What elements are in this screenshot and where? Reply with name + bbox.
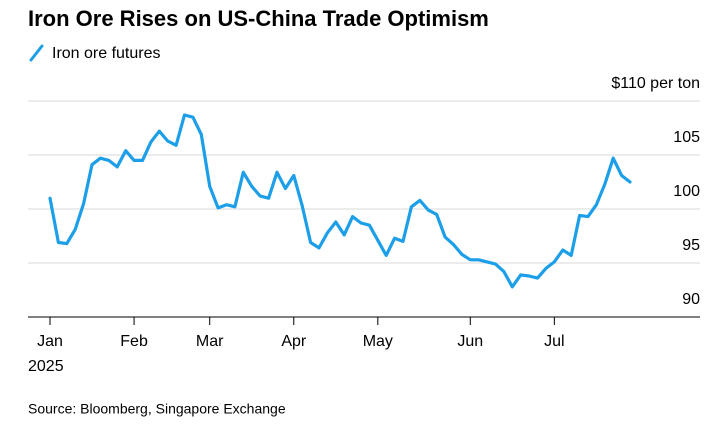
legend-swatch	[29, 44, 44, 62]
x-year-label: 2025	[28, 358, 64, 375]
source-note: Source: Bloomberg, Singapore Exchange	[28, 401, 286, 417]
legend-label: Iron ore futures	[52, 45, 161, 62]
x-tick-label: Jul	[544, 333, 564, 350]
x-tick-label: Mar	[196, 333, 224, 350]
y-tick-label: 105	[673, 129, 700, 146]
chart-title: Iron Ore Rises on US-China Trade Optimis…	[28, 6, 489, 31]
x-tick-label: Feb	[120, 333, 148, 350]
x-tick-label: Jan	[37, 333, 63, 350]
y-tick-label: 100	[673, 183, 700, 200]
x-tick-label: Apr	[281, 333, 307, 350]
data-line	[48, 113, 632, 289]
x-tick-label: Jun	[457, 333, 483, 350]
y-tick-label: $110 per ton	[611, 75, 700, 92]
y-tick-label: 95	[682, 237, 700, 254]
y-tick-label: 90	[682, 291, 700, 308]
x-tick-label: May	[363, 333, 393, 350]
